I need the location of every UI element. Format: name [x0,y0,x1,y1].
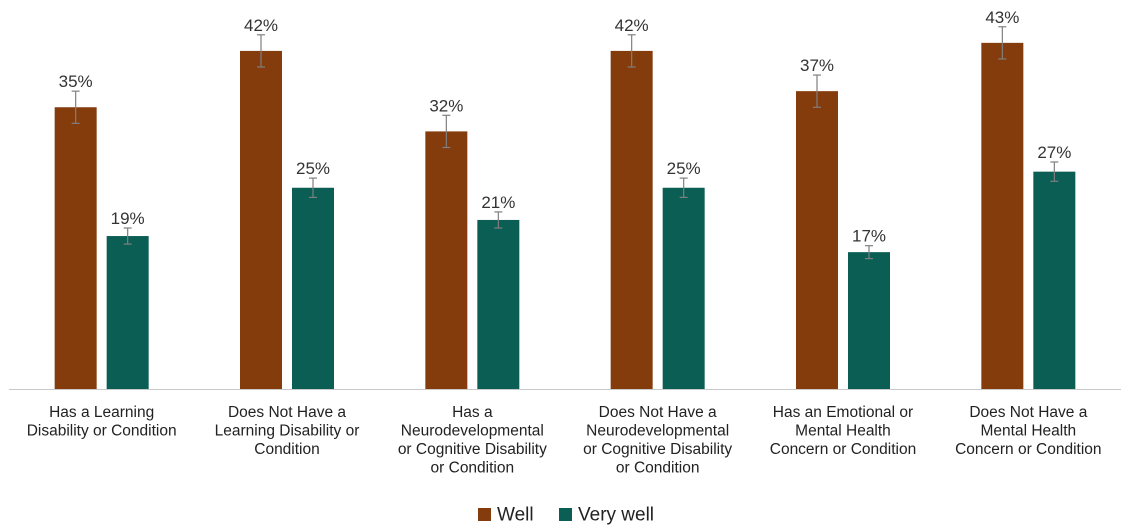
error-bar-1-2 [257,34,265,68]
data-label-2-6: 27% [1037,143,1071,162]
data-label-2-5: 17% [852,227,886,246]
data-label-1-6: 43% [985,8,1019,27]
error-bar-1-3 [442,114,451,149]
bar-very-well-1 [106,236,149,389]
data-label-2-2: 25% [296,159,330,178]
bar-well-1 [54,107,97,389]
data-label-1-5: 37% [800,56,834,75]
error-bar-1-6 [998,26,1007,60]
bar-very-well-3 [477,219,520,389]
category-label-5: Has an Emotional or Mental Health Concern … [770,404,916,458]
bar-well-4 [610,50,653,390]
error-bar-2-4 [679,177,688,199]
legend: Well Very well [478,505,654,526]
legend-swatch [559,508,572,521]
error-bar-1-1 [71,90,80,124]
data-label-1-1: 35% [59,72,93,91]
error-bar-2-2 [309,177,317,199]
bar-very-well-2 [292,187,334,389]
legend-label: Very well [578,505,654,526]
bar-very-well-5 [848,252,890,389]
bar-well-2 [240,50,282,390]
error-bar-2-5 [865,245,873,260]
bars-layer [54,42,1076,390]
category-label-2: Does Not Have a Learning Disability or Con… [215,404,360,458]
legend-swatch [478,508,491,521]
bar-well-6 [981,42,1024,389]
error-bar-1-5 [813,74,821,108]
data-labels-layer: 35% 19% 42% 25% 32% 21% 42% 25% 37% 17% 43% 27% [59,8,1072,246]
error-bar-2-1 [123,227,132,245]
bar-very-well-4 [662,187,705,389]
data-label-1-3: 32% [429,96,463,115]
category-label-3: Has a Neurodevelopmental or Cognitive Disa… [398,404,547,477]
error-bar-2-6 [1050,161,1059,182]
bar-well-3 [425,131,468,389]
category-label-4: Does Not Have a Neurodevelopmental or Cogn… [583,404,732,477]
error-bars-layer [71,26,1059,260]
category-label-6: Does Not Have a Mental Health Concern or C… [955,404,1101,458]
category-labels-layer: Has a Learning Disability or Condition Doe… [27,404,1102,477]
data-label-2-1: 19% [111,209,145,228]
error-bar-1-4 [627,34,636,68]
bar-well-5 [796,91,838,390]
data-label-1-4: 42% [615,16,649,35]
bar-very-well-6 [1033,171,1076,389]
data-label-1-2: 42% [244,16,278,35]
legend-item-very-well: Very well [559,505,654,526]
data-label-2-3: 21% [481,193,515,212]
category-label-1: Has a Learning Disability or Condition [27,404,177,440]
error-bar-2-3 [494,211,503,229]
legend-label: Well [497,505,534,526]
data-label-2-4: 25% [667,159,701,178]
legend-item-well: Well [478,505,534,526]
